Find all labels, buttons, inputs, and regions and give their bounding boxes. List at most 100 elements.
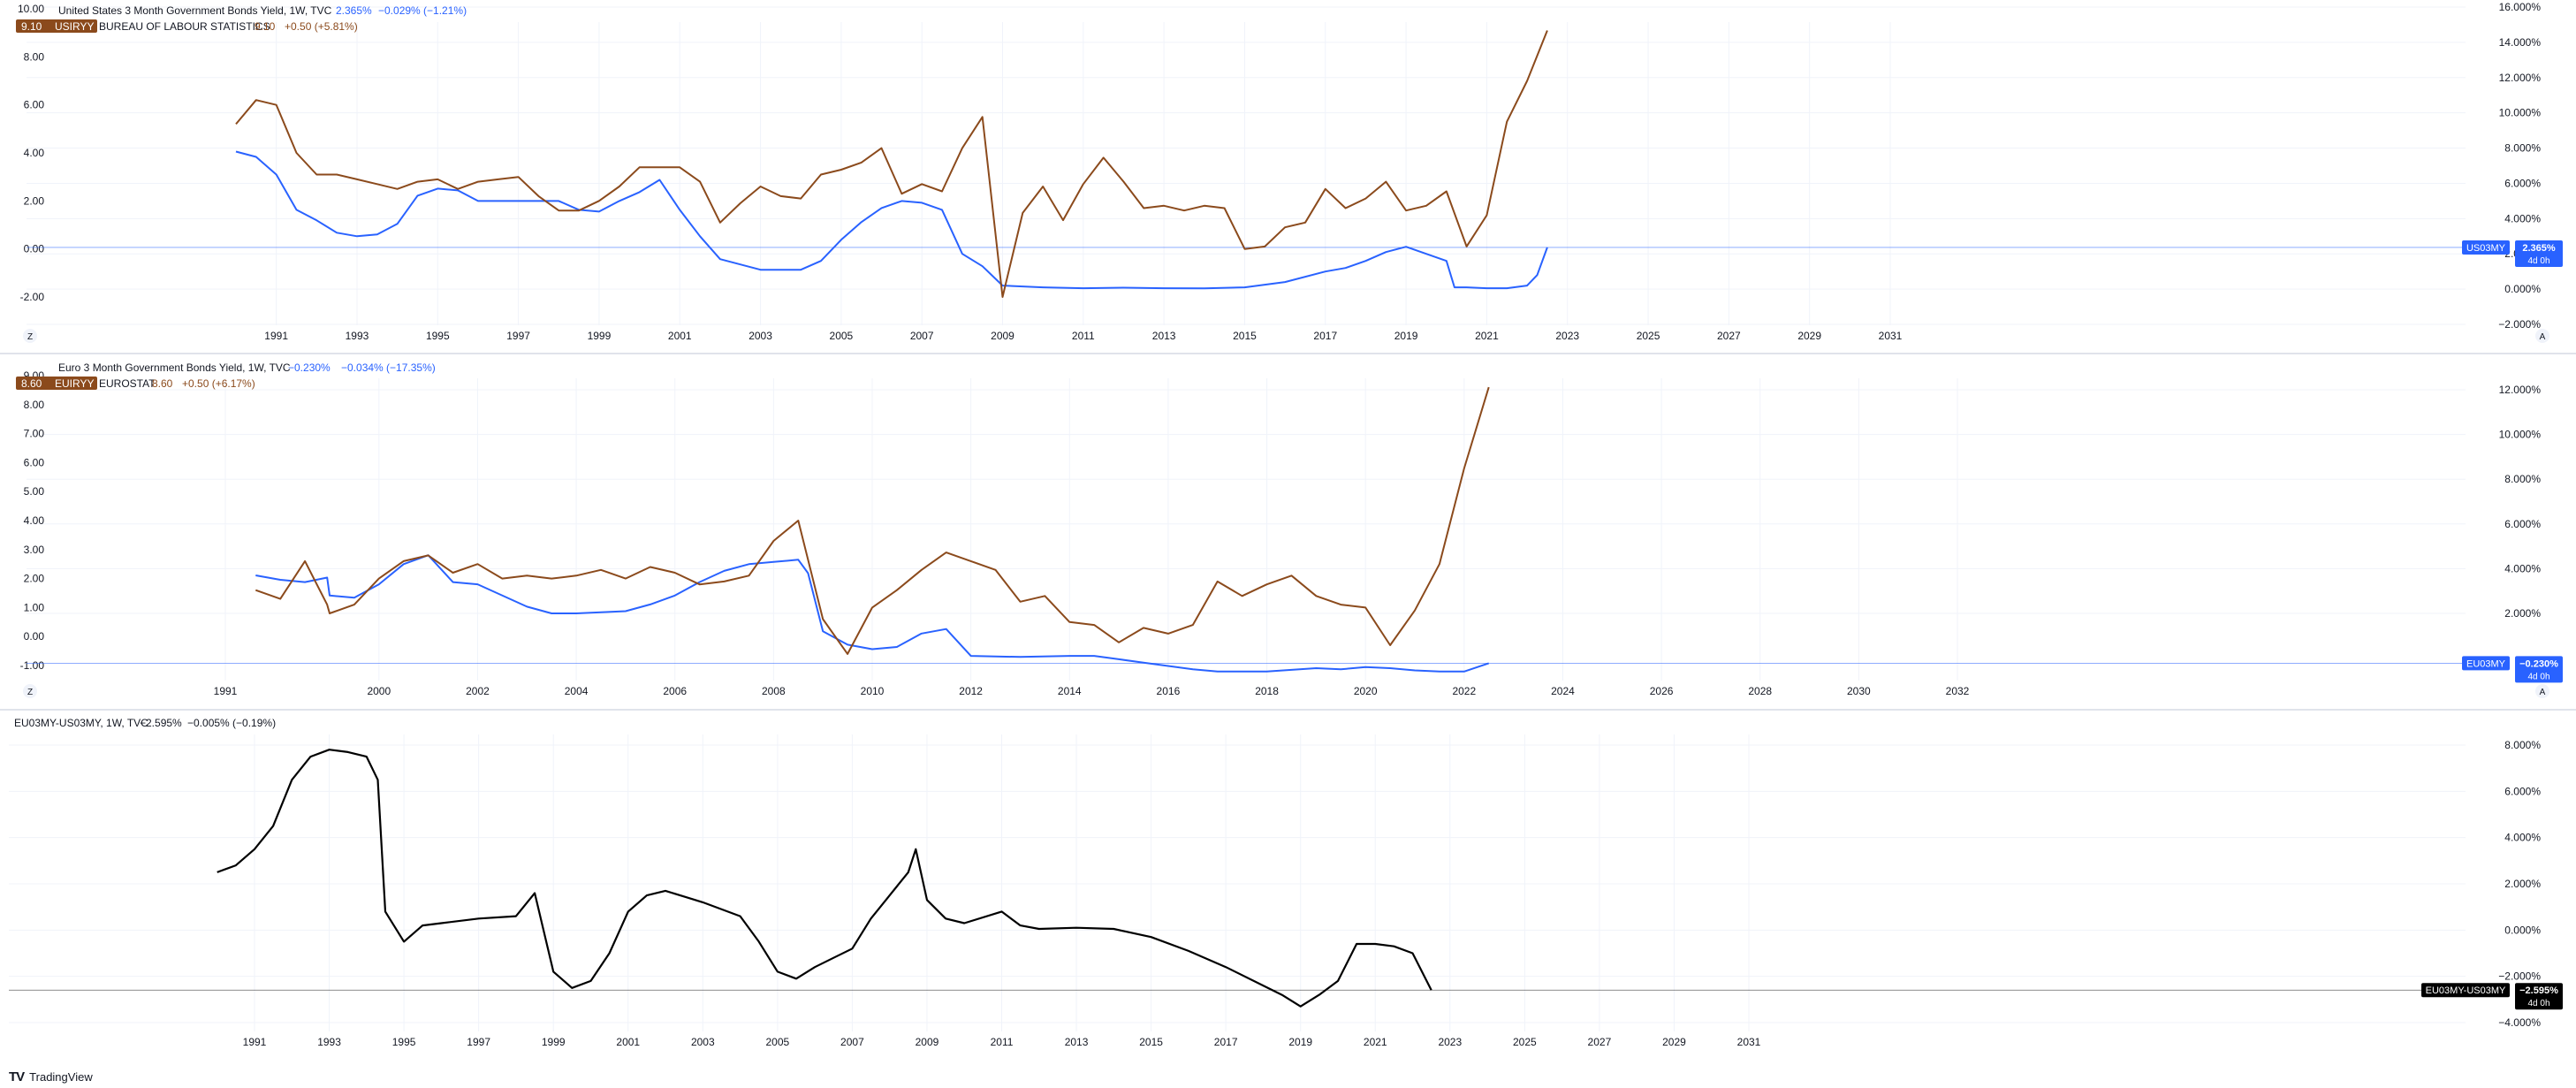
eu-x-tick-label: 2030: [1847, 685, 1871, 697]
eu-left-tick-label: 5.00: [24, 485, 45, 498]
spread-x-tick-label: 2017: [1214, 1036, 1238, 1048]
eu-x-tick-label: 2010: [861, 685, 885, 697]
eu-badge-label: EUIRYY: [55, 377, 94, 390]
us-x-tick-label: 2005: [830, 330, 854, 342]
spread-x-tick-label: 2009: [916, 1036, 939, 1048]
us-zoom-button[interactable]: [23, 329, 37, 343]
us-x-tick-label: 2029: [1797, 330, 1821, 342]
eu-x-tick-label: 2016: [1157, 685, 1181, 697]
us-right-tick-label: 16.000%: [2499, 1, 2542, 13]
tradingview-logo-icon[interactable]: TV: [9, 1069, 25, 1084]
us-right-tick-label: 8.000%: [2504, 142, 2541, 155]
spread-symbol-tag-label: EU03MY-US03MY: [2426, 985, 2506, 996]
spread-price-tag[interactable]: [2515, 983, 2563, 1010]
eu-right-tick-label: 6.000%: [2504, 518, 2541, 530]
us-series-badge[interactable]: [16, 19, 97, 33]
us-x-tick-label: 2013: [1152, 330, 1176, 342]
spread-price-tag-value: −2.595%: [2519, 985, 2558, 996]
eu-price-tag[interactable]: [2515, 656, 2563, 683]
eu-series-badge[interactable]: [16, 377, 97, 390]
us-left-tick-label: 10.00: [18, 3, 44, 15]
spread-legend-change: −0.005% (−0.19%): [187, 717, 276, 729]
eu-auto-scale-button[interactable]: [2535, 684, 2549, 698]
eu-right-tick-label: 10.000%: [2499, 429, 2542, 441]
spread-x-tick-label: 2031: [1737, 1036, 1761, 1048]
eu-left-tick-label: 2.00: [24, 573, 45, 585]
us-right-tick-label: 12.000%: [2499, 72, 2542, 84]
us-legend-value: 2.365%: [336, 4, 372, 17]
footer-brand[interactable]: TradingView: [29, 1070, 93, 1084]
us-zoom-button-label: Z: [27, 332, 33, 342]
us-x-tick-label: 2025: [1637, 330, 1660, 342]
eu-legend-secondary-change: +0.50 (+6.17%): [182, 377, 255, 390]
eu-right-tick-label: 2.000%: [2504, 607, 2541, 620]
us-legend-change: −0.029% (−1.21%): [378, 4, 467, 17]
eu-left-tick-label: 8.00: [24, 399, 45, 411]
us-x-tick-label: 2031: [1879, 330, 1903, 342]
spread-right-tick-label: 2.000%: [2504, 878, 2541, 890]
spread-x-tick-label: 2005: [765, 1036, 789, 1048]
us-x-tick-label: 2021: [1475, 330, 1499, 342]
spread-right-tick-label: 6.000%: [2504, 785, 2541, 797]
eu-x-tick-label: 2014: [1058, 685, 1082, 697]
spread-x-tick-label: 2013: [1065, 1036, 1089, 1048]
spread-x-tick-label: 2025: [1513, 1036, 1537, 1048]
footer: TV TradingView: [9, 1069, 93, 1084]
eu-legend-value: −0.230%: [288, 361, 331, 374]
us-x-tick-label: 2017: [1313, 330, 1337, 342]
us-price-tag[interactable]: [2515, 240, 2563, 267]
spread-x-tick-label: 2027: [1588, 1036, 1612, 1048]
us-legend-secondary-change: +0.50 (+5.81%): [285, 20, 358, 33]
us-price-tag-value: 2.365%: [2522, 243, 2556, 254]
spread-right-tick-label: −4.000%: [2498, 1016, 2541, 1029]
eu-auto-scale-label: A: [2540, 688, 2546, 697]
spread-x-tick-label: 2029: [1662, 1036, 1686, 1048]
eu-price-tag-value: −0.230%: [2519, 658, 2558, 669]
spread-series-eu03my-us03my: [217, 749, 1432, 1008]
us-x-tick-label: 2027: [1717, 330, 1741, 342]
spread-x-tick-label: 2001: [616, 1036, 640, 1048]
spread-x-tick-label: 1991: [243, 1036, 267, 1048]
eu-badge-value: 8.60: [21, 377, 42, 390]
eu-left-tick-label: 1.00: [24, 601, 45, 613]
eu-zoom-button[interactable]: [23, 684, 37, 698]
eu-legend-secondary-value: 8.60: [152, 377, 173, 390]
us-x-tick-label: 1997: [506, 330, 530, 342]
eu-right-tick-label: 8.000%: [2504, 473, 2541, 485]
us-auto-scale-label: A: [2540, 332, 2546, 342]
eu-legend-source: EUROSTAT: [99, 377, 156, 390]
us-right-tick-label: 0.000%: [2504, 283, 2541, 295]
eu-symbol-tag[interactable]: [2462, 656, 2510, 671]
us-x-tick-label: 2001: [668, 330, 692, 342]
spread-legend-title: EU03MY-US03MY, 1W, TVC: [14, 717, 148, 729]
us-x-tick-label: 1991: [264, 330, 288, 342]
spread-symbol-tag[interactable]: [2421, 983, 2510, 998]
eu-left-tick-label: 4.00: [24, 514, 45, 527]
us-symbol-tag[interactable]: [2462, 240, 2510, 255]
us-right-tick-label: 14.000%: [2499, 36, 2542, 49]
us-legend-secondary-value: 9.10: [255, 20, 276, 33]
eu-left-tick-label: 7.00: [24, 428, 45, 440]
us-right-tick-label: 10.000%: [2499, 107, 2542, 119]
eu-x-tick-label: 2028: [1748, 685, 1772, 697]
spread-x-tick-label: 2019: [1288, 1036, 1312, 1048]
eu-series-euiryy: [255, 386, 1490, 655]
eu-x-tick-label: 1991: [214, 685, 238, 697]
spread-x-tick-label: 2023: [1438, 1036, 1462, 1048]
us-x-tick-label: 2007: [910, 330, 934, 342]
eu-zoom-button-label: Z: [27, 688, 33, 697]
spread-x-tick-label: 1995: [392, 1036, 416, 1048]
us-auto-scale-button[interactable]: [2535, 329, 2549, 343]
us-x-tick-label: 1999: [588, 330, 612, 342]
us-series-usiryy: [235, 30, 1548, 298]
eu-price-tag-countdown: 4d 0h: [2527, 672, 2549, 681]
spread-right-tick-label: 8.000%: [2504, 739, 2541, 751]
eu-legend-title: Euro 3 Month Government Bonds Yield, 1W,…: [58, 361, 291, 374]
eu-left-tick-label: 6.00: [24, 456, 45, 468]
spread-right-tick-label: −2.000%: [2498, 970, 2541, 983]
eu-symbol-tag-label: EU03MY: [2466, 658, 2506, 669]
us-x-tick-label: 2015: [1233, 330, 1257, 342]
spread-x-tick-label: 2003: [691, 1036, 715, 1048]
eu-x-tick-label: 2024: [1551, 685, 1575, 697]
spread-x-tick-label: 2007: [840, 1036, 864, 1048]
